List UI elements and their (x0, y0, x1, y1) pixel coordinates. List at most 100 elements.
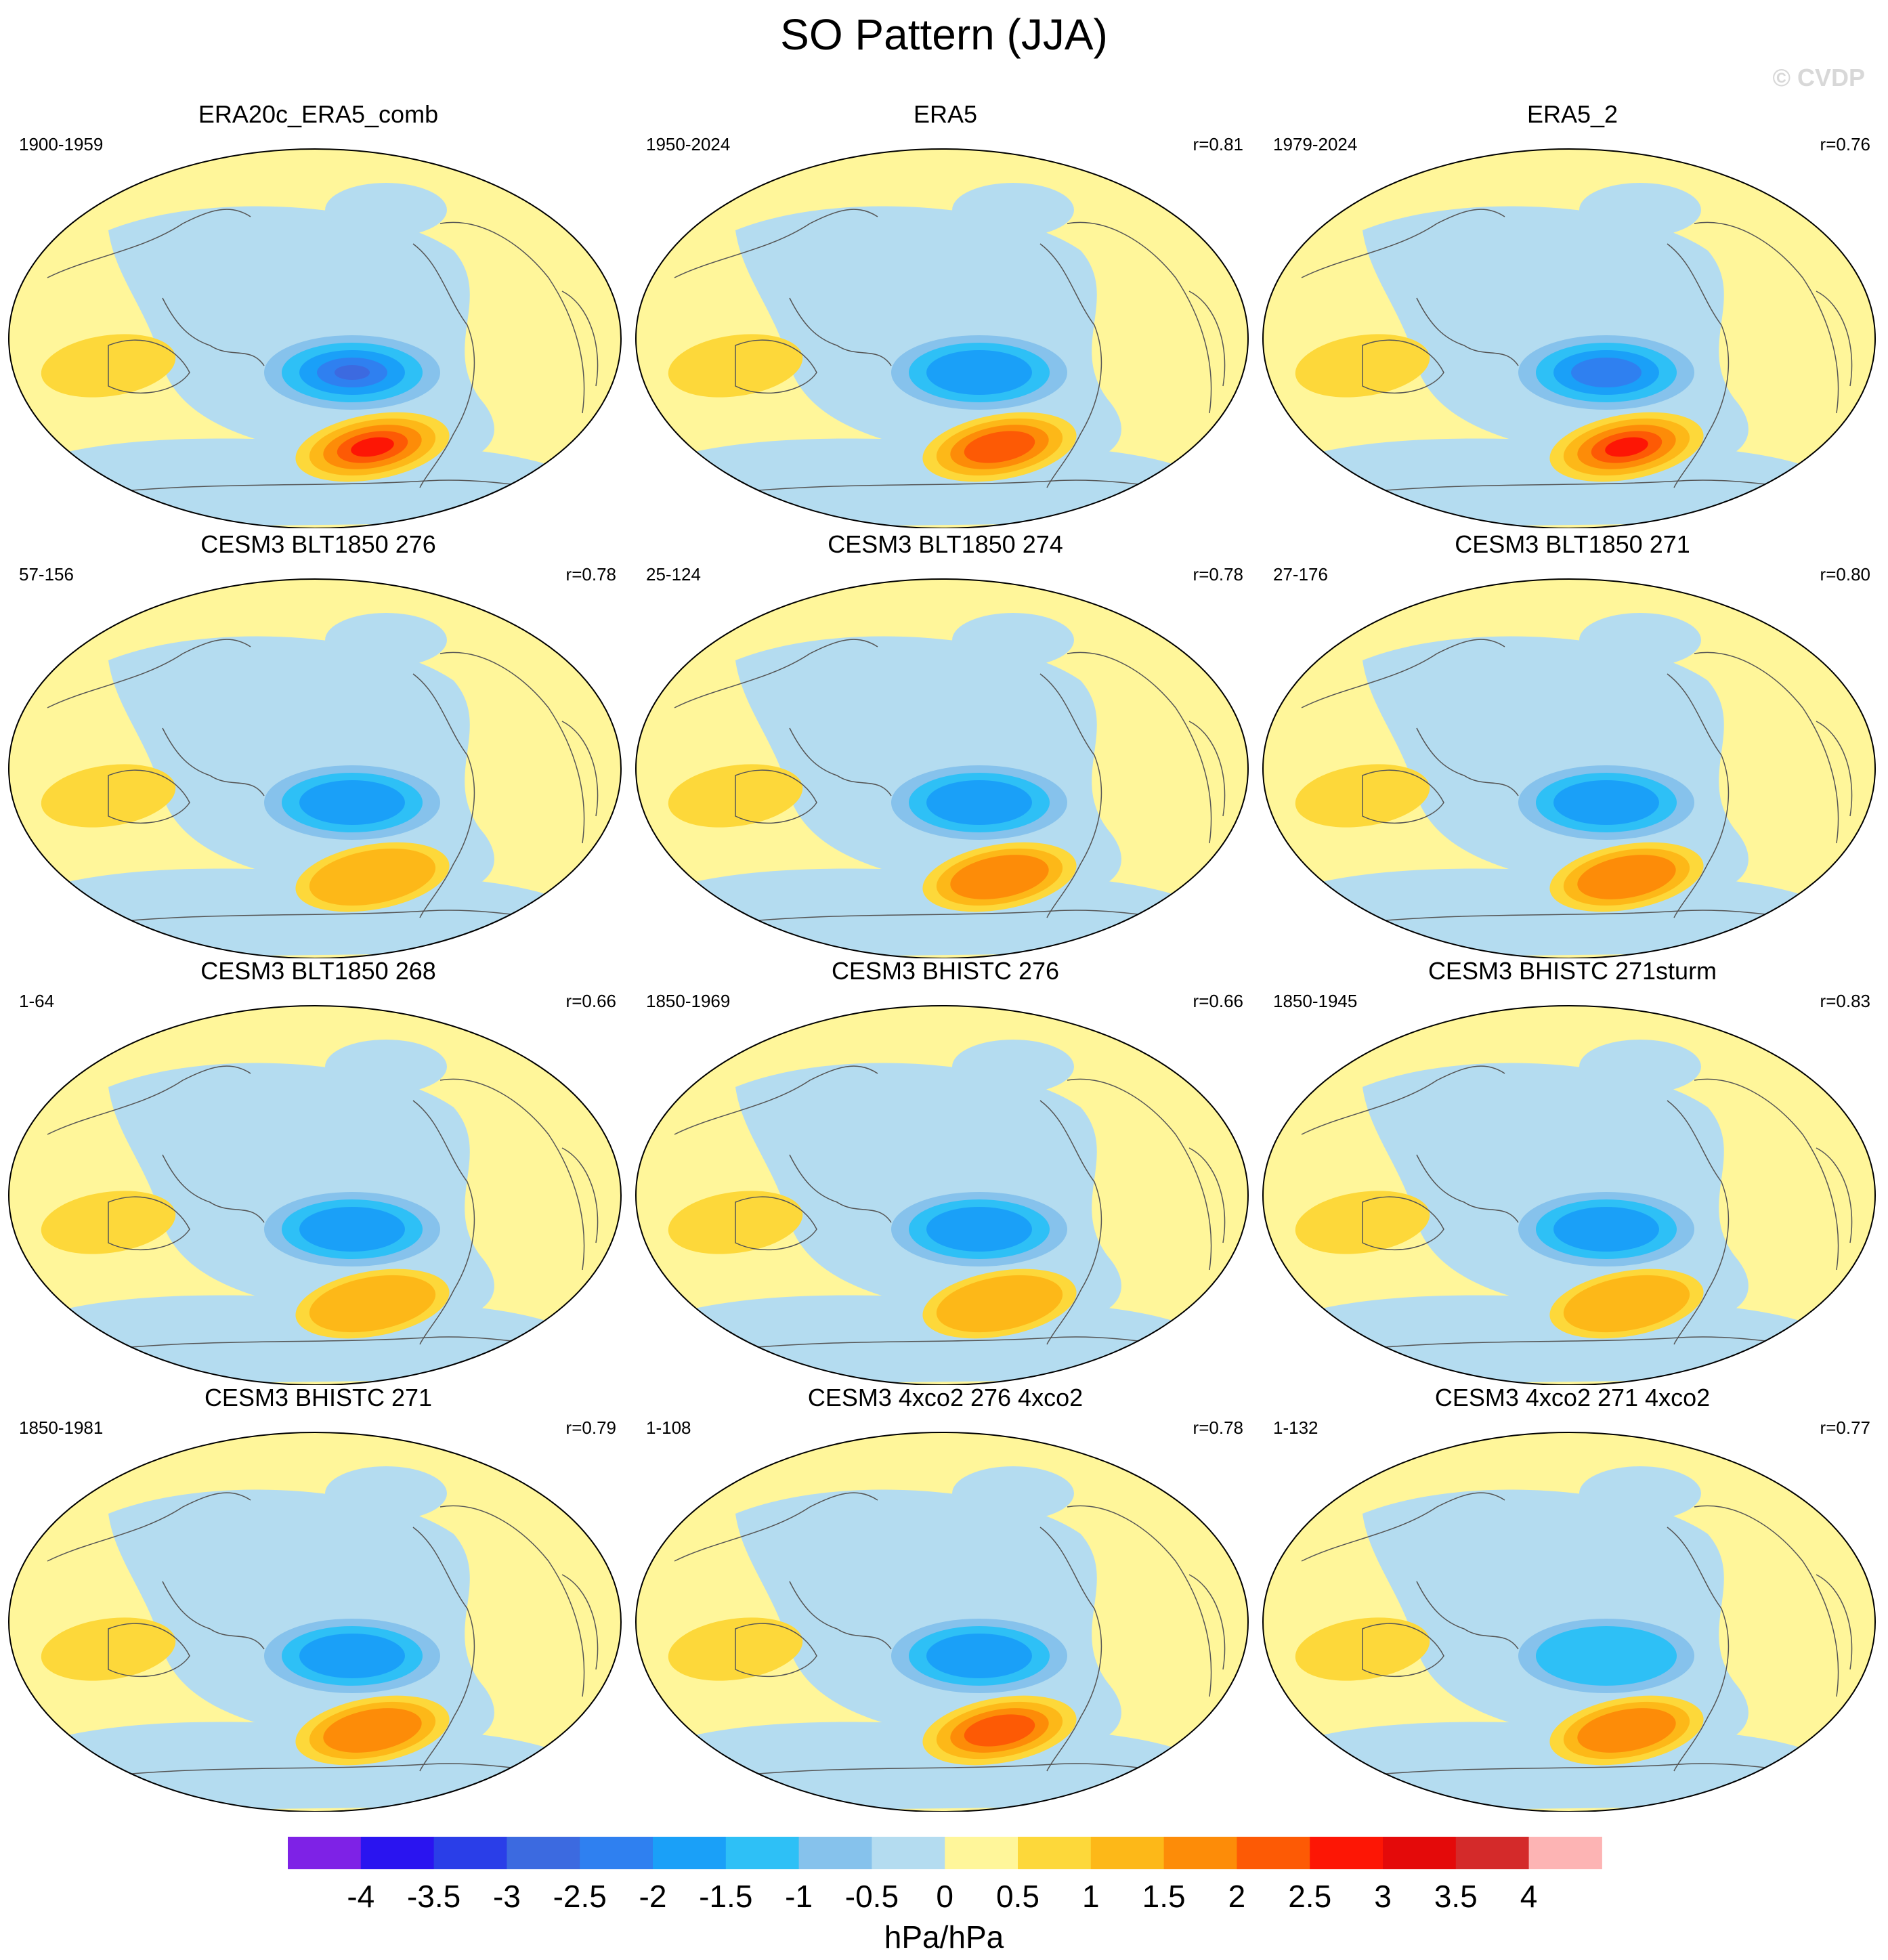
colorbar-tick-label: 4 (1520, 1879, 1538, 1914)
panel-title: ERA5 (913, 100, 978, 128)
colorbar-tick-label: -0.5 (845, 1879, 899, 1914)
contour-fill-positive-center (351, 437, 394, 457)
coastline (1039, 1100, 1102, 1345)
colorbar-box (1090, 1837, 1165, 1869)
colorbar-box (1018, 1837, 1092, 1869)
contour-fill-arctic (1579, 1040, 1701, 1094)
coastline (1667, 243, 1730, 488)
map-outline (635, 148, 1249, 528)
coastline (735, 1623, 817, 1678)
panel-correlation: r=0.78 (1193, 564, 1243, 584)
coastline (162, 1154, 265, 1223)
colorbar-tick-labels: -4 -3.5 -3 -2.5 -2 -1.5 -1 -0.5 0 0.5 1 1.5 2 2.5 3 3.5… (347, 1879, 1537, 1914)
colorbar-box (798, 1837, 872, 1869)
map-outline (1262, 1005, 1876, 1385)
contour-fill-positive-center (936, 1275, 1063, 1333)
map-panel: CESM3 BHISTC 276 1850-1969 r=0.66 (634, 952, 1257, 1385)
colorbar-box (653, 1837, 727, 1869)
coastline (789, 727, 892, 796)
contour-fill-positive-center (309, 848, 436, 906)
map-contour-plot (1262, 1432, 1876, 1812)
panel-correlation: r=0.79 (565, 1418, 616, 1438)
map-outline (8, 578, 622, 958)
coastline (1694, 1505, 1839, 1697)
map-outline (1262, 1432, 1876, 1812)
map-contour-plot (635, 1005, 1249, 1385)
contour-fill-positive-center (950, 855, 1049, 899)
colorbar-box (1528, 1837, 1602, 1869)
coastline (1416, 1581, 1519, 1650)
coastline (439, 652, 585, 844)
coastline (439, 221, 585, 414)
colorbar-box (872, 1837, 945, 1869)
coastline (47, 639, 251, 708)
colorbar-tick-label: 1 (1082, 1879, 1100, 1914)
contour-fill-arctic (952, 1466, 1074, 1520)
map-contour-plot (8, 578, 622, 958)
coastline (1362, 1196, 1444, 1251)
coastline (561, 1147, 599, 1243)
coastline (1301, 639, 1505, 708)
contour-fill-arctic (325, 613, 447, 667)
coastline (1301, 209, 1505, 278)
coastline (735, 769, 817, 824)
coastline (1362, 1623, 1444, 1678)
contour-fill-positive-center (1605, 437, 1648, 457)
map-panel: CESM3 BHISTC 271 1850-1981 r=0.79 (7, 1378, 630, 1812)
coastline (561, 1574, 599, 1670)
coastline (1067, 1505, 1212, 1697)
coastline (439, 1078, 585, 1271)
panel-correlation: r=0.81 (1193, 134, 1243, 154)
contour-fill-arctic (325, 183, 447, 237)
coastline (1667, 673, 1730, 918)
panel-title: ERA20c_ERA5_comb (198, 100, 439, 128)
contour-fill-arctic (325, 1466, 447, 1520)
map-panel: CESM3 BHISTC 271sturm 1850-1945 r=0.83 (1261, 952, 1884, 1385)
contour-fill-positive-center (964, 431, 1035, 463)
panel-title: CESM3 BLT1850 276 (200, 530, 436, 558)
panel-period: 1850-1969 (646, 991, 731, 1011)
coastline (1188, 721, 1226, 817)
coastline (674, 209, 878, 278)
panel-title: CESM3 4xco2 276 4xco2 (807, 1384, 1084, 1411)
map-contour-plot (8, 148, 622, 528)
panel-period: 1950-2024 (646, 134, 731, 154)
coastline (108, 339, 190, 394)
coastline (47, 209, 251, 278)
coastline (674, 1065, 878, 1135)
coastline (789, 1581, 892, 1650)
map-contour-plot (635, 1432, 1249, 1812)
coastline (412, 1527, 475, 1772)
coastline (47, 1065, 251, 1135)
coastline (1694, 1078, 1839, 1271)
colorbar-tick-label: -1 (785, 1879, 813, 1914)
coastline (108, 1196, 190, 1251)
colorbar-tick-label: 2.5 (1288, 1879, 1331, 1914)
panel-period: 1900-1959 (19, 134, 104, 154)
colorbar-tick-label: 3.5 (1434, 1879, 1478, 1914)
panel-correlation: r=0.78 (1193, 1418, 1243, 1438)
panel-period: 57-156 (19, 564, 74, 584)
coastline (47, 1492, 251, 1562)
panel-period: 1-132 (1273, 1418, 1318, 1438)
map-outline (635, 578, 1249, 958)
colorbar-tick-label: 0 (936, 1879, 953, 1914)
colorbar-boxes (288, 1837, 1602, 1869)
coastline (789, 297, 892, 366)
colorbar-box (433, 1837, 507, 1869)
contour-fill-arctic (1579, 183, 1701, 237)
colorbar-box (288, 1837, 362, 1869)
map-panel: CESM3 4xco2 271 4xco2 1-132 r=0.77 (1261, 1378, 1884, 1812)
contour-fill-negative-center (1571, 358, 1642, 387)
coastline (1188, 291, 1226, 387)
map-outline (8, 1005, 622, 1385)
coastline (1188, 1574, 1226, 1670)
contour-fill-negative-center (299, 1634, 405, 1678)
coastline (162, 1581, 265, 1650)
map-panel: CESM3 BLT1850 268 1-64 r=0.66 (7, 952, 630, 1385)
coastline (1416, 727, 1519, 796)
colorbar-box (1163, 1837, 1237, 1869)
coastline (412, 243, 475, 488)
coastline (561, 721, 599, 817)
panel-correlation: r=0.83 (1820, 991, 1870, 1011)
